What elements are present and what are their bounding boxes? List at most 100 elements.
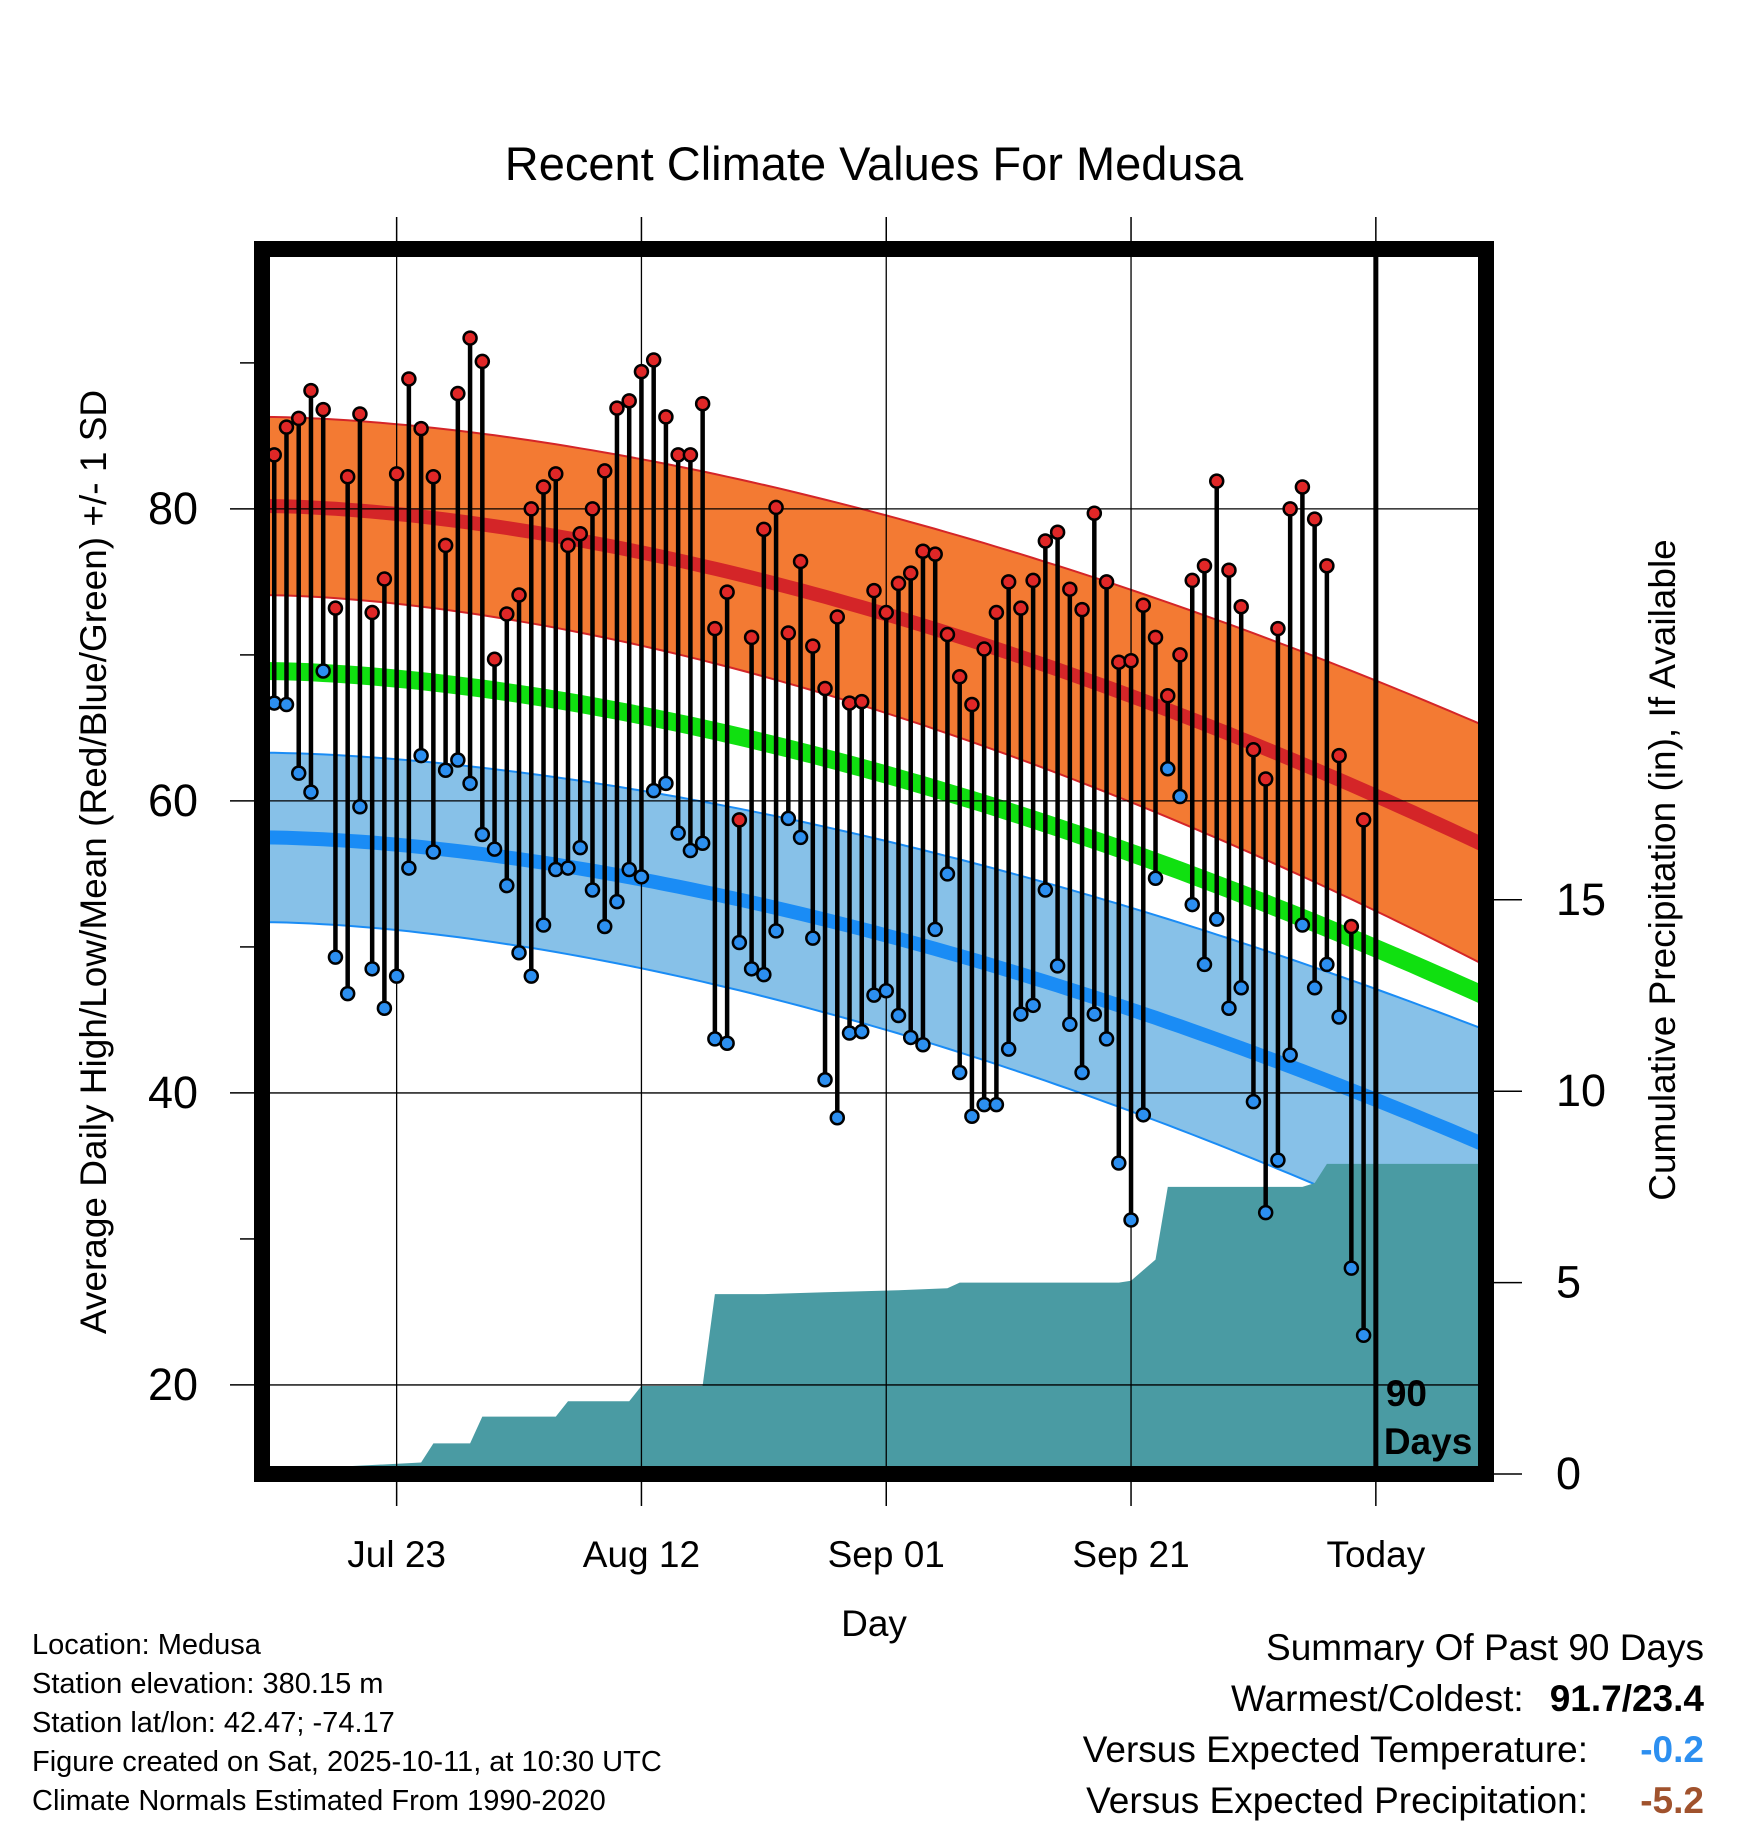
- daily-high-point: [499, 606, 515, 622]
- daily-high-point: [401, 371, 417, 387]
- daily-low-point: [596, 918, 613, 935]
- daily-high-point: [1331, 747, 1347, 764]
- x-tick-label: Today: [1326, 1534, 1425, 1575]
- daily-low-point: [878, 982, 894, 999]
- daily-low-point: [584, 882, 601, 898]
- daily-low-point: [572, 839, 588, 856]
- temp-departure-label: Versus Expected Temperature:: [1082, 1729, 1588, 1770]
- daily-low-point: [841, 1025, 858, 1041]
- daily-high-point: [1221, 562, 1237, 578]
- daily-high-point: [462, 330, 478, 346]
- daily-low-point: [535, 917, 552, 933]
- daily-high-point: [1098, 574, 1115, 590]
- daily-low-point: [743, 961, 760, 977]
- daily-high-point: [1000, 574, 1017, 590]
- daily-high-point: [450, 385, 466, 402]
- daily-low-point: [964, 1108, 980, 1125]
- daily-high-point: [364, 604, 380, 621]
- axes: Jul 23 Aug 12 Sep 01 Sep 21 Today 20 40 60 80 0 5 1…: [148, 217, 1606, 1575]
- daily-low-point: [1331, 1009, 1347, 1025]
- daily-low-point: [854, 1023, 870, 1040]
- daily-low-point: [413, 747, 429, 764]
- precip-departure-value: -5.2: [1640, 1780, 1704, 1821]
- y-axis-label-left: Average Daily High/Low/Mean (Red/Blue/Gr…: [73, 390, 114, 1334]
- daily-high-point: [743, 629, 760, 646]
- daily-high-point: [278, 419, 295, 435]
- daily-low-point: [633, 869, 650, 885]
- days-label-word: Days: [1384, 1421, 1472, 1462]
- daily-low-point: [792, 829, 809, 846]
- precipitation-area: [262, 1163, 1486, 1474]
- x-tick-label: Aug 12: [583, 1534, 700, 1575]
- daily-low-point: [1319, 956, 1335, 973]
- x-tick-label: Jul 23: [347, 1534, 446, 1575]
- daily-low-point: [1086, 1006, 1103, 1022]
- daily-low-point: [401, 860, 417, 876]
- daily-high-point: [1208, 473, 1225, 489]
- daily-low-point: [1000, 1041, 1017, 1057]
- daily-high-point: [890, 575, 907, 592]
- daily-high-point: [645, 352, 662, 368]
- daily-low-point: [915, 1036, 931, 1053]
- daily-high-point: [1160, 688, 1176, 704]
- daily-low-point: [1184, 896, 1200, 913]
- daily-low-point: [548, 861, 564, 878]
- daily-high-point: [1049, 524, 1066, 541]
- daily-high-point: [1319, 558, 1335, 574]
- daily-low-point: [817, 1072, 833, 1088]
- daily-low-point: [756, 966, 772, 983]
- y-tick-label-right: 10: [1556, 1065, 1606, 1116]
- daily-high-point: [596, 463, 613, 479]
- daily-high-point: [425, 469, 442, 485]
- daily-high-point: [805, 638, 821, 654]
- daily-high-point: [1306, 511, 1323, 527]
- normals-period-text: Climate Normals Estimated From 1990-2020: [32, 1785, 606, 1817]
- daily-high-point: [829, 609, 846, 625]
- daily-low-point: [682, 842, 699, 859]
- daily-high-point: [437, 537, 454, 554]
- daily-low-point: [474, 826, 491, 843]
- daily-low-point: [1306, 980, 1323, 996]
- daily-low-point: [694, 835, 711, 851]
- daily-high-point: [474, 353, 491, 370]
- daily-low-point: [425, 844, 442, 860]
- daily-low-point: [1147, 870, 1164, 887]
- daily-high-point: [1257, 771, 1274, 787]
- daily-low-point: [352, 798, 368, 815]
- daily-high-point: [756, 521, 772, 538]
- created-text: Figure created on Sat, 2025-10-11, at 10…: [32, 1746, 662, 1778]
- daily-high-point: [376, 571, 393, 587]
- daily-low-point: [1062, 1016, 1078, 1033]
- plot-frame: [254, 241, 1494, 1482]
- daily-high-point: [523, 501, 540, 517]
- daily-low-point: [303, 784, 319, 800]
- daily-low-point: [1013, 1006, 1029, 1022]
- daily-low-point: [1282, 1047, 1298, 1063]
- temp-departure-row: Versus Expected Temperature: -0.2: [1083, 1724, 1704, 1775]
- daily-low-point: [927, 921, 943, 938]
- daily-low-point: [951, 1064, 968, 1081]
- daily-high-point: [609, 400, 625, 416]
- x-tick-label: Sep 21: [1072, 1534, 1189, 1575]
- daily-low-point: [609, 893, 625, 910]
- daily-high-point: [792, 553, 809, 570]
- daily-high-point: [1147, 629, 1164, 646]
- daily-low-point: [450, 752, 466, 768]
- precip-departure-row: Versus Expected Precipitation: -5.2: [1083, 1775, 1704, 1826]
- station-info: Location: Medusa Station elevation: 380.…: [32, 1626, 662, 1821]
- daily-low-point: [1221, 1000, 1237, 1016]
- daily-low-point: [1037, 882, 1054, 898]
- daily-high-point: [1355, 812, 1372, 828]
- daily-low-point: [1160, 761, 1176, 777]
- daily-high-point: [1282, 501, 1298, 517]
- daily-low-point: [315, 663, 331, 679]
- daily-low-point: [768, 923, 784, 939]
- daily-low-point: [1172, 788, 1188, 805]
- daily-low-point: [486, 841, 503, 857]
- elevation-text: Station elevation: 380.15 m: [32, 1668, 384, 1700]
- daily-high-point: [731, 812, 748, 828]
- warmest-coldest-row: Warmest/Coldest: 91.7/23.4: [1083, 1673, 1704, 1724]
- daily-low-point: [731, 934, 748, 951]
- daily-high-point: [352, 406, 368, 422]
- daily-high-point: [658, 409, 674, 425]
